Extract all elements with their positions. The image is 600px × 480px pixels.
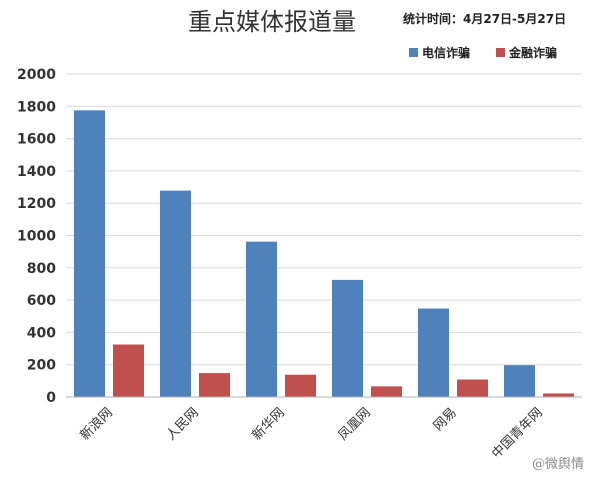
bar-telecom-fraud [332, 279, 363, 397]
x-tick-label: 人民网 [164, 405, 202, 443]
bars [74, 110, 574, 398]
bar-telecom-fraud [246, 241, 277, 397]
chart-title: 重点媒体报道量 [188, 8, 356, 36]
y-tick-label: 1400 [17, 164, 56, 180]
legend-label: 电信诈骗 [422, 45, 470, 60]
legend-swatch [496, 48, 505, 57]
legend-swatch [409, 48, 418, 57]
y-tick-label: 1200 [17, 196, 56, 212]
bar-telecom-fraud [418, 308, 449, 397]
bar-telecom-fraud [160, 190, 191, 397]
bar-financial-fraud [457, 379, 488, 397]
x-axis: 新浪网 人民网 新华网 凤凰网 网易 中国青年网 [77, 405, 546, 462]
y-tick-label: 600 [27, 293, 56, 309]
bar-financial-fraud [371, 386, 402, 397]
chart-subtitle: 统计时间：4月27日-5月27日 [403, 11, 566, 26]
y-tick-label: 0 [46, 390, 56, 406]
x-tick-label: 凤凰网 [336, 405, 374, 443]
bar-telecom-fraud [504, 365, 535, 397]
bar-financial-fraud [199, 373, 230, 397]
y-tick-label: 800 [27, 261, 56, 277]
y-tick-label: 200 [27, 358, 56, 374]
x-tick-label: 新华网 [249, 405, 288, 444]
y-axis: 0 200 400 600 800 1000 1200 1400 1600 1800 2000 [17, 67, 56, 406]
bar-financial-fraud [543, 393, 574, 397]
legend-label: 金融诈骗 [508, 45, 557, 60]
bar-financial-fraud [285, 374, 316, 397]
x-tick-label: 网易 [431, 405, 460, 434]
bar-financial-fraud [113, 344, 144, 397]
legend: 电信诈骗 金融诈骗 [409, 45, 557, 60]
gridlines [66, 73, 582, 366]
y-tick-label: 1800 [17, 99, 56, 115]
watermark: @微舆情 [532, 457, 584, 472]
x-tick-label: 新浪网 [77, 405, 116, 444]
x-tick-label: 中国青年网 [489, 405, 546, 462]
y-tick-label: 400 [27, 325, 56, 341]
y-tick-label: 1000 [17, 229, 56, 245]
y-tick-label: 2000 [17, 67, 56, 83]
bar-telecom-fraud [74, 110, 105, 398]
y-tick-label: 1600 [17, 132, 56, 148]
